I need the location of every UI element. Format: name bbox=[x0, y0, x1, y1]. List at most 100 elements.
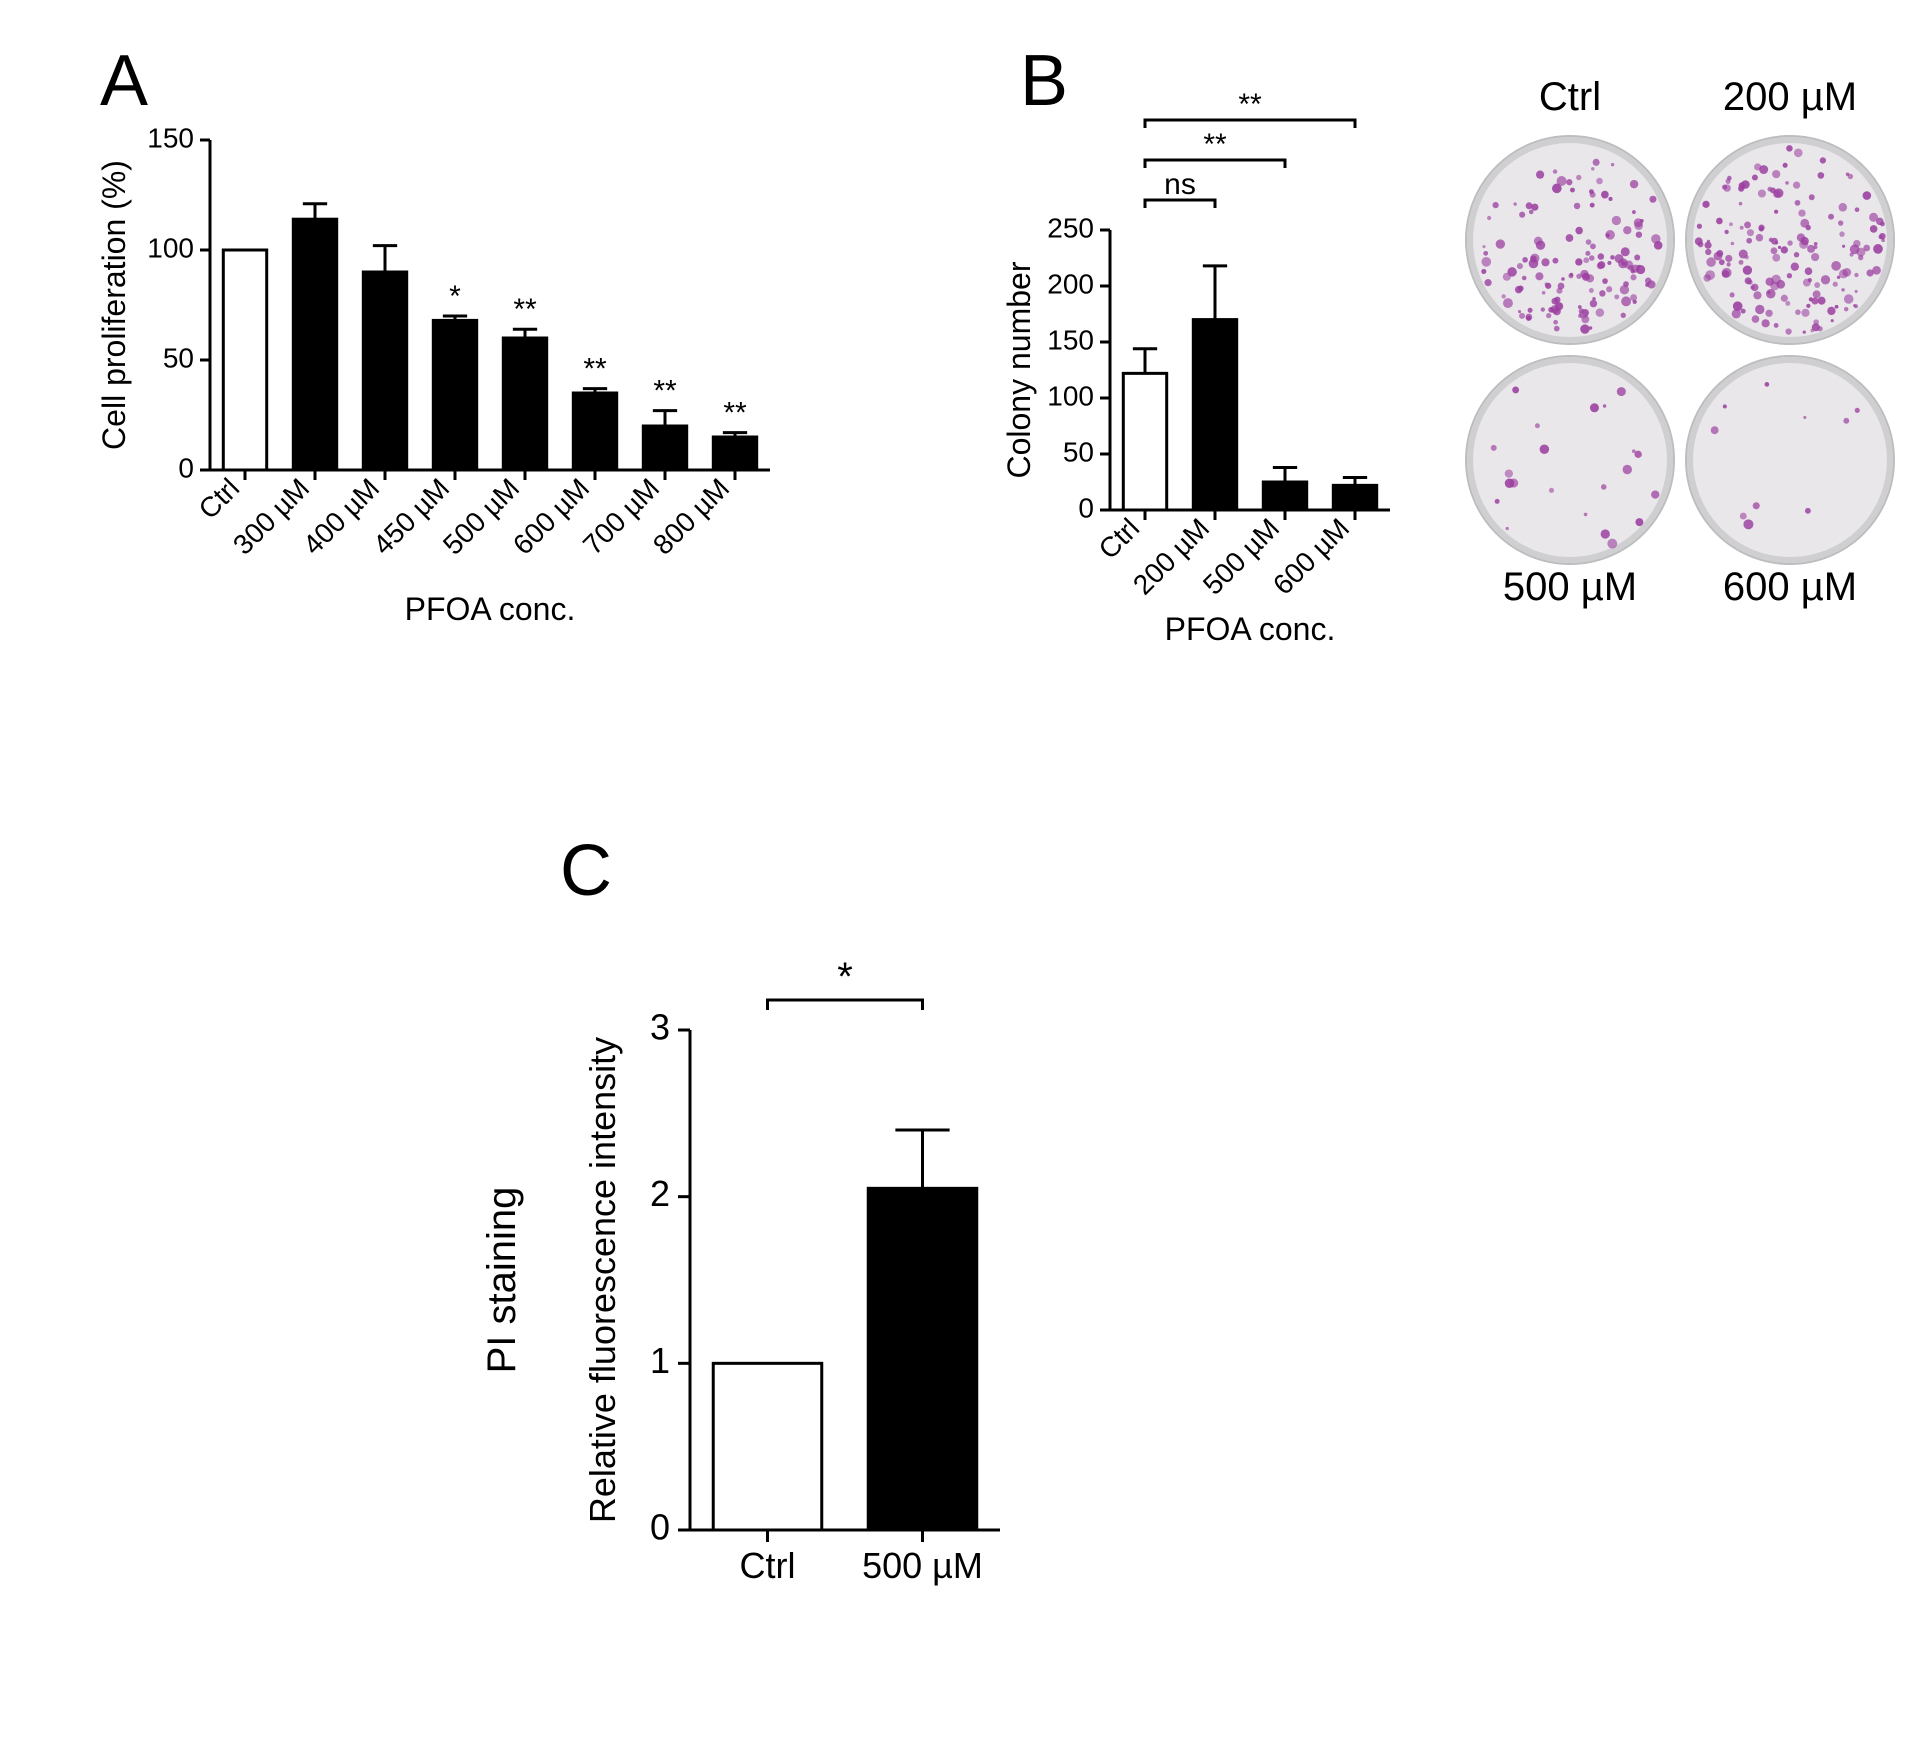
colony-dot bbox=[1869, 213, 1878, 222]
colony-dot bbox=[1535, 272, 1543, 280]
panel-c-bar bbox=[713, 1363, 822, 1530]
panel-c-ytick: 0 bbox=[650, 1507, 670, 1548]
colony-dot bbox=[1827, 307, 1835, 315]
colony-dot bbox=[1576, 175, 1581, 180]
panel-a-ytick: 100 bbox=[147, 232, 194, 263]
colony-dot bbox=[1759, 226, 1764, 231]
panel-a-bar bbox=[503, 338, 546, 470]
colony-dot bbox=[1617, 387, 1626, 396]
colony-dot bbox=[1503, 273, 1511, 281]
colony-dot bbox=[1753, 502, 1760, 509]
colony-dot bbox=[1651, 490, 1659, 498]
figure-root: A 050100150Cell proliferation (%)Ctrl300… bbox=[0, 0, 1920, 1748]
colony-dot bbox=[1801, 309, 1809, 317]
panel-a-xtick: 300 µM bbox=[227, 472, 315, 560]
colony-dot bbox=[1635, 451, 1642, 458]
colony-dot bbox=[1546, 313, 1551, 318]
colony-dot bbox=[1528, 308, 1533, 313]
colony-dot bbox=[1647, 280, 1655, 288]
colony-dot bbox=[1522, 257, 1528, 263]
colony-dot bbox=[1542, 291, 1546, 295]
colony-dot bbox=[1505, 469, 1513, 477]
colony-dot bbox=[1855, 207, 1860, 212]
colony-dot bbox=[1630, 269, 1635, 274]
colony-dot bbox=[1753, 291, 1761, 299]
colony-dot bbox=[1705, 249, 1711, 255]
colony-dot bbox=[1809, 194, 1815, 200]
colony-dot bbox=[1536, 171, 1544, 179]
colony-dot bbox=[1800, 219, 1809, 228]
colony-dot bbox=[1843, 418, 1849, 424]
colony-dot bbox=[1786, 145, 1793, 152]
panel-a-bar bbox=[293, 219, 336, 470]
colony-dot bbox=[1803, 416, 1806, 419]
colony-dot bbox=[1651, 234, 1660, 243]
colony-dot bbox=[1831, 261, 1841, 271]
colony-dot bbox=[1750, 285, 1754, 289]
panel-c-ytick: 3 bbox=[650, 1007, 670, 1048]
colony-well bbox=[1690, 360, 1890, 560]
colony-dot bbox=[1589, 326, 1593, 330]
colony-dot bbox=[1755, 305, 1764, 314]
panel-a-bar bbox=[223, 250, 266, 470]
colony-dot bbox=[1575, 227, 1583, 235]
colony-dot bbox=[1771, 275, 1781, 285]
colony-dot bbox=[1844, 294, 1854, 304]
colony-dot bbox=[1765, 382, 1770, 387]
panel-b-chart: 050100150200250Colony numberCtrl200 µM50… bbox=[1000, 70, 1420, 680]
colony-dot bbox=[1615, 254, 1624, 263]
colony-dot bbox=[1723, 404, 1727, 408]
colony-dot bbox=[1800, 237, 1808, 245]
panel-c-outer-ylabel: PI staining bbox=[480, 1187, 524, 1374]
colony-dot bbox=[1558, 283, 1565, 290]
colony-dot bbox=[1773, 190, 1781, 198]
colony-dot bbox=[1765, 310, 1772, 317]
colony-dot bbox=[1630, 294, 1637, 301]
colony-dot bbox=[1637, 265, 1640, 268]
colony-dot bbox=[1549, 488, 1554, 493]
colony-dot bbox=[1541, 307, 1545, 311]
panel-a-bar bbox=[573, 393, 616, 470]
colony-dot bbox=[1590, 192, 1596, 198]
panel-c-sig: * bbox=[837, 955, 853, 999]
colony-dot bbox=[1774, 210, 1778, 214]
colony-dot bbox=[1518, 285, 1524, 291]
panel-a-chart: 050100150Cell proliferation (%)Ctrl300 µ… bbox=[90, 110, 820, 670]
well-label: 500 µM bbox=[1503, 565, 1637, 609]
colony-dot bbox=[1752, 315, 1760, 323]
colony-dot bbox=[1625, 260, 1633, 268]
colony-dot bbox=[1602, 278, 1608, 284]
colony-dot bbox=[1593, 159, 1600, 166]
colony-dot bbox=[1805, 267, 1813, 275]
colony-dot bbox=[1591, 167, 1594, 170]
well-label: 200 µM bbox=[1723, 75, 1857, 119]
colony-dot bbox=[1739, 260, 1744, 265]
colony-dot bbox=[1610, 255, 1615, 260]
colony-dot bbox=[1623, 465, 1632, 474]
colony-dot bbox=[1566, 234, 1574, 242]
colony-dot bbox=[1787, 240, 1792, 245]
colony-dot bbox=[1716, 218, 1723, 225]
colony-dot bbox=[1809, 297, 1813, 301]
panel-a-sig: ** bbox=[723, 397, 747, 430]
colony-dot bbox=[1519, 313, 1525, 319]
colony-dot bbox=[1806, 304, 1810, 308]
colony-well bbox=[1470, 360, 1670, 560]
panel-a-xtick: 400 µM bbox=[297, 472, 385, 560]
colony-dot bbox=[1529, 210, 1534, 215]
panel-a-ytick: 0 bbox=[178, 452, 194, 483]
panel-c-label: C bbox=[560, 830, 612, 912]
colony-dot bbox=[1512, 386, 1519, 393]
colony-dot bbox=[1873, 244, 1883, 254]
colony-dot bbox=[1730, 292, 1735, 297]
panel-b-sig: ** bbox=[1238, 88, 1262, 121]
colony-dot bbox=[1828, 214, 1834, 220]
colony-dot bbox=[1805, 508, 1811, 514]
colony-dot bbox=[1496, 239, 1505, 248]
colony-dot bbox=[1566, 179, 1572, 185]
colony-dot bbox=[1839, 203, 1848, 212]
colony-dot bbox=[1623, 281, 1629, 287]
panel-b-ytick: 200 bbox=[1047, 268, 1094, 299]
colony-dot bbox=[1787, 273, 1792, 278]
colony-dot bbox=[1729, 222, 1733, 226]
